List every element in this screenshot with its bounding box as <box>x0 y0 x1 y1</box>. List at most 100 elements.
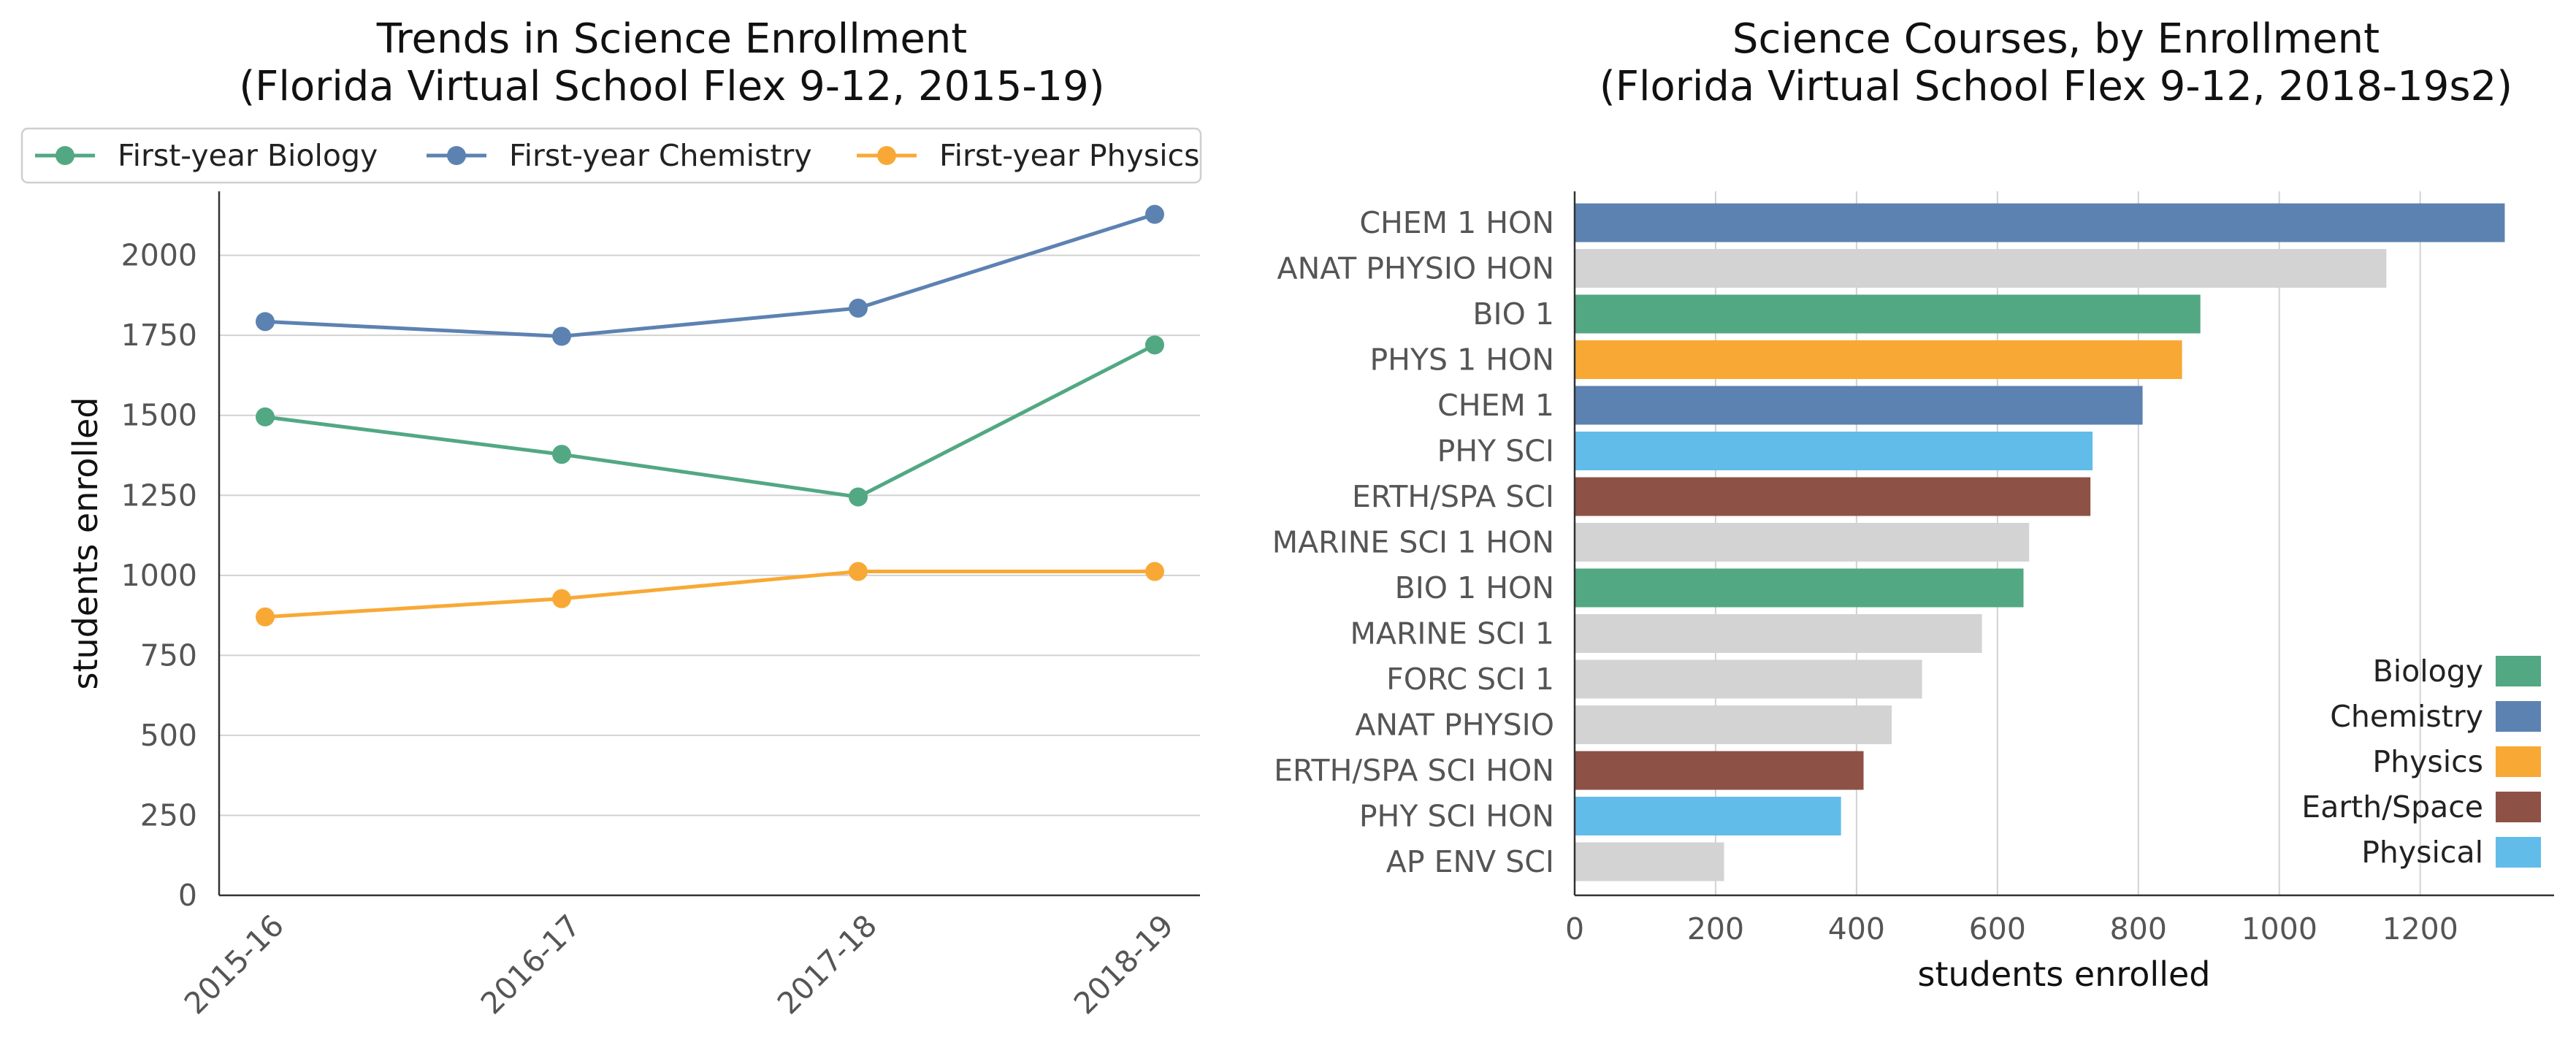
legend-marker <box>447 146 466 165</box>
legend-swatch <box>2496 792 2541 822</box>
bar-chart-subtitle: (Florida Virtual School Flex 9-12, 2018-… <box>1600 63 2512 110</box>
bar-chart-x-ticks: 0 200 400 600 800 1000 1200 <box>1565 911 2458 946</box>
line-chart: Trends in Science Enrollment (Florida Vi… <box>20 15 1202 1021</box>
x-tick-label: 0 <box>1565 911 1584 946</box>
category-label: MARINE SCI 1 HON <box>1272 525 1554 560</box>
x-tick-label: 1000 <box>2241 911 2317 946</box>
y-tick-label: 0 <box>178 878 197 913</box>
line-chart-subtitle: (Florida Virtual School Flex 9-12, 2015-… <box>239 63 1104 110</box>
data-point <box>1145 204 1164 224</box>
bar <box>1575 568 2024 608</box>
legend-label: Biology <box>2373 654 2483 689</box>
x-tick-label: 800 <box>2110 911 2167 946</box>
legend-frame <box>20 127 1202 184</box>
y-tick-label: 500 <box>140 718 197 753</box>
x-tick-label: 600 <box>1969 911 2026 946</box>
y-tick-label: 1000 <box>121 558 197 593</box>
bar <box>1575 797 1841 835</box>
legend-label: First-year Chemistry <box>509 138 812 173</box>
line-chart-gridlines <box>219 254 1200 896</box>
legend-label: Physics <box>2372 744 2483 779</box>
category-label: PHY SCI <box>1437 434 1554 469</box>
legend-swatch <box>2496 746 2541 777</box>
bar <box>1575 340 2182 379</box>
y-tick-label: 1250 <box>121 478 197 513</box>
data-point <box>552 326 571 346</box>
legend-swatch <box>2496 837 2541 868</box>
legend-label: Chemistry <box>2330 699 2483 734</box>
legend-marker <box>877 146 896 165</box>
bar <box>1575 705 1892 744</box>
bar <box>1575 294 2201 334</box>
y-tick-label: 250 <box>140 797 197 833</box>
bar <box>1575 432 2093 470</box>
bar <box>1575 386 2143 425</box>
x-tick-label: 400 <box>1828 911 1885 946</box>
legend-swatch <box>2496 701 2541 732</box>
category-label: PHY SCI HON <box>1359 799 1554 834</box>
data-point <box>552 589 571 608</box>
x-tick-label: 2016-17 <box>474 908 587 1021</box>
category-label: BIO 1 HON <box>1395 570 1554 605</box>
category-label: CHEM 1 HON <box>1359 205 1554 240</box>
bar-chart-x-axis-label: students enrolled <box>1918 954 2211 994</box>
category-label: CHEM 1 <box>1437 388 1554 423</box>
data-point <box>256 407 275 426</box>
series-line-2 <box>264 570 1155 619</box>
bar <box>1575 751 1864 790</box>
category-label: ERTH/SPA SCI <box>1352 479 1554 514</box>
x-tick-label: 2017-18 <box>771 908 884 1021</box>
y-tick-label: 2000 <box>121 238 197 273</box>
bar <box>1575 203 2505 242</box>
line-chart-y-ticks: 0 250 500 750 1000 1250 1500 1750 2000 <box>121 238 197 913</box>
category-label: FORC SCI 1 <box>1386 662 1554 697</box>
y-tick-label: 750 <box>140 638 197 673</box>
bar <box>1575 842 1724 881</box>
bar-chart-bars <box>1575 203 2505 881</box>
data-point <box>552 445 571 464</box>
bar <box>1575 614 1982 653</box>
series-line-0 <box>264 343 1156 499</box>
x-tick-label: 2015-16 <box>177 908 291 1021</box>
category-label: AP ENV SCI <box>1386 844 1554 879</box>
y-tick-label: 1750 <box>121 318 197 353</box>
data-point <box>849 562 868 581</box>
legend-label: First-year Physics <box>939 138 1200 173</box>
category-label: MARINE SCI 1 <box>1350 616 1554 651</box>
bar <box>1575 659 1922 699</box>
line-chart-legend: First-year Biology First-year Chemistry Fi… <box>20 127 1202 184</box>
data-point <box>1145 335 1164 355</box>
bar <box>1575 523 2030 562</box>
x-tick-label: 1200 <box>2382 911 2458 946</box>
bar <box>1575 477 2091 516</box>
data-point <box>256 312 275 332</box>
bar-chart: Science Courses, by Enrollment (Florida … <box>1272 15 2554 994</box>
x-tick-label: 200 <box>1687 911 1744 946</box>
category-label: BIO 1 <box>1472 296 1554 332</box>
bar <box>1575 249 2387 288</box>
line-chart-series <box>256 204 1164 627</box>
legend-label: Earth/Space <box>2301 789 2483 824</box>
data-point <box>1145 562 1164 581</box>
legend-marker <box>56 146 74 165</box>
line-chart-x-ticks: 2015-16 2016-17 2017-18 2018-19 <box>177 908 1180 1021</box>
series-line-1 <box>264 213 1155 338</box>
data-point <box>256 607 275 627</box>
legend-label: Physical <box>2361 835 2483 870</box>
line-chart-y-axis-label: students enrolled <box>66 397 105 690</box>
data-point <box>849 487 868 507</box>
category-label: ERTH/SPA SCI HON <box>1274 753 1554 788</box>
line-chart-title: Trends in Science Enrollment <box>376 15 967 63</box>
bar-chart-category-labels: CHEM 1 HON ANAT PHYSIO HON BIO 1 PHYS 1 HON… <box>1272 205 1554 879</box>
data-point <box>849 298 868 318</box>
category-label: ANAT PHYSIO HON <box>1277 251 1554 286</box>
bar-chart-title: Science Courses, by Enrollment <box>1732 15 2380 63</box>
legend-swatch <box>2496 656 2541 686</box>
category-label: ANAT PHYSIO <box>1355 708 1554 743</box>
category-label: PHYS 1 HON <box>1369 343 1554 378</box>
y-tick-label: 1500 <box>121 398 197 433</box>
x-tick-label: 2018-19 <box>1067 908 1180 1021</box>
bar-chart-legend: Biology Chemistry Physics Earth/Space Physic… <box>2301 654 2541 870</box>
legend-label: First-year Biology <box>118 138 378 173</box>
